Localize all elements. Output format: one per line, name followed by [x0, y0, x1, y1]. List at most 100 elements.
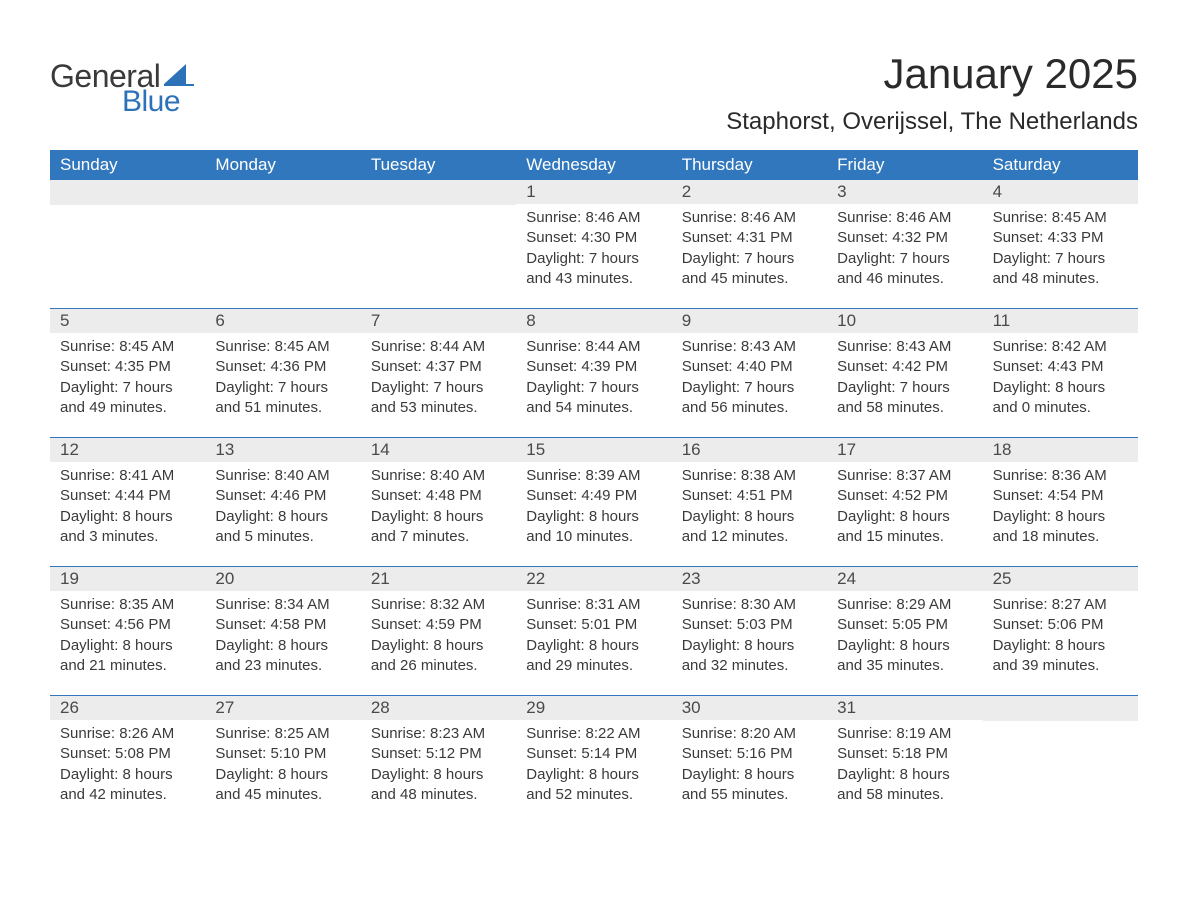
sunset-line: Sunset: 4:39 PM [526, 357, 661, 377]
day-number: 2 [672, 180, 827, 204]
sunset-line: Sunset: 5:14 PM [526, 744, 661, 764]
day-number: 6 [205, 309, 360, 333]
calendar-cell: 15 Sunrise: 8:39 AM Sunset: 4:49 PM Dayl… [516, 438, 671, 566]
month-title: January 2025 [726, 50, 1138, 98]
sunset-line: Sunset: 4:46 PM [215, 486, 350, 506]
calendar-cell: 14 Sunrise: 8:40 AM Sunset: 4:48 PM Dayl… [361, 438, 516, 566]
sunset-line: Sunset: 4:59 PM [371, 615, 506, 635]
sunrise-line: Sunrise: 8:39 AM [526, 466, 661, 486]
daylight-line: Daylight: 7 hours and 48 minutes. [993, 249, 1128, 290]
day-number: 25 [983, 567, 1138, 591]
sunset-line: Sunset: 5:06 PM [993, 615, 1128, 635]
day-number: 22 [516, 567, 671, 591]
calendar-cell: 16 Sunrise: 8:38 AM Sunset: 4:51 PM Dayl… [672, 438, 827, 566]
daylight-line: Daylight: 8 hours and 12 minutes. [682, 507, 817, 548]
day-number [361, 180, 516, 205]
daylight-line: Daylight: 8 hours and 48 minutes. [371, 765, 506, 806]
sunrise-line: Sunrise: 8:27 AM [993, 595, 1128, 615]
sunrise-line: Sunrise: 8:40 AM [215, 466, 350, 486]
sunrise-line: Sunrise: 8:43 AM [682, 337, 817, 357]
day-number: 28 [361, 696, 516, 720]
sunrise-line: Sunrise: 8:36 AM [993, 466, 1128, 486]
cell-body: Sunrise: 8:45 AM Sunset: 4:35 PM Dayligh… [50, 333, 205, 424]
sunset-line: Sunset: 4:51 PM [682, 486, 817, 506]
sunrise-line: Sunrise: 8:42 AM [993, 337, 1128, 357]
sunrise-line: Sunrise: 8:26 AM [60, 724, 195, 744]
sunrise-line: Sunrise: 8:41 AM [60, 466, 195, 486]
sunrise-line: Sunrise: 8:45 AM [215, 337, 350, 357]
location: Staphorst, Overijssel, The Netherlands [726, 108, 1138, 136]
calendar-cell: 27 Sunrise: 8:25 AM Sunset: 5:10 PM Dayl… [205, 696, 360, 824]
day-number: 30 [672, 696, 827, 720]
calendar: Sunday Monday Tuesday Wednesday Thursday… [50, 150, 1138, 824]
sunset-line: Sunset: 4:52 PM [837, 486, 972, 506]
calendar-cell: 29 Sunrise: 8:22 AM Sunset: 5:14 PM Dayl… [516, 696, 671, 824]
daylight-line: Daylight: 8 hours and 23 minutes. [215, 636, 350, 677]
sunrise-line: Sunrise: 8:45 AM [60, 337, 195, 357]
calendar-cell: 19 Sunrise: 8:35 AM Sunset: 4:56 PM Dayl… [50, 567, 205, 695]
daylight-line: Daylight: 7 hours and 45 minutes. [682, 249, 817, 290]
sunrise-line: Sunrise: 8:23 AM [371, 724, 506, 744]
sunrise-line: Sunrise: 8:40 AM [371, 466, 506, 486]
day-number: 4 [983, 180, 1138, 204]
sunset-line: Sunset: 4:44 PM [60, 486, 195, 506]
day-header: Monday [205, 150, 360, 180]
sunset-line: Sunset: 4:42 PM [837, 357, 972, 377]
day-number: 16 [672, 438, 827, 462]
daylight-line: Daylight: 7 hours and 49 minutes. [60, 378, 195, 419]
day-number: 13 [205, 438, 360, 462]
sunset-line: Sunset: 5:18 PM [837, 744, 972, 764]
calendar-cell: 7 Sunrise: 8:44 AM Sunset: 4:37 PM Dayli… [361, 309, 516, 437]
day-number: 5 [50, 309, 205, 333]
calendar-cell: 17 Sunrise: 8:37 AM Sunset: 4:52 PM Dayl… [827, 438, 982, 566]
cell-body: Sunrise: 8:34 AM Sunset: 4:58 PM Dayligh… [205, 591, 360, 682]
day-number: 10 [827, 309, 982, 333]
cell-body: Sunrise: 8:29 AM Sunset: 5:05 PM Dayligh… [827, 591, 982, 682]
cell-body: Sunrise: 8:42 AM Sunset: 4:43 PM Dayligh… [983, 333, 1138, 424]
day-number: 17 [827, 438, 982, 462]
daylight-line: Daylight: 8 hours and 52 minutes. [526, 765, 661, 806]
calendar-cell [361, 180, 516, 308]
cell-body: Sunrise: 8:43 AM Sunset: 4:40 PM Dayligh… [672, 333, 827, 424]
sunrise-line: Sunrise: 8:46 AM [682, 208, 817, 228]
sunrise-line: Sunrise: 8:35 AM [60, 595, 195, 615]
day-number: 12 [50, 438, 205, 462]
cell-body: Sunrise: 8:36 AM Sunset: 4:54 PM Dayligh… [983, 462, 1138, 553]
sunrise-line: Sunrise: 8:44 AM [526, 337, 661, 357]
sunset-line: Sunset: 4:49 PM [526, 486, 661, 506]
cell-body: Sunrise: 8:40 AM Sunset: 4:48 PM Dayligh… [361, 462, 516, 553]
day-number [983, 696, 1138, 721]
daylight-line: Daylight: 7 hours and 51 minutes. [215, 378, 350, 419]
sunrise-line: Sunrise: 8:43 AM [837, 337, 972, 357]
weeks-container: 1 Sunrise: 8:46 AM Sunset: 4:30 PM Dayli… [50, 180, 1138, 824]
daylight-line: Daylight: 8 hours and 55 minutes. [682, 765, 817, 806]
cell-body: Sunrise: 8:22 AM Sunset: 5:14 PM Dayligh… [516, 720, 671, 811]
sunrise-line: Sunrise: 8:20 AM [682, 724, 817, 744]
daylight-line: Daylight: 8 hours and 7 minutes. [371, 507, 506, 548]
sunset-line: Sunset: 5:16 PM [682, 744, 817, 764]
calendar-cell: 11 Sunrise: 8:42 AM Sunset: 4:43 PM Dayl… [983, 309, 1138, 437]
daylight-line: Daylight: 8 hours and 32 minutes. [682, 636, 817, 677]
cell-body: Sunrise: 8:43 AM Sunset: 4:42 PM Dayligh… [827, 333, 982, 424]
daylight-line: Daylight: 8 hours and 39 minutes. [993, 636, 1128, 677]
daylight-line: Daylight: 8 hours and 35 minutes. [837, 636, 972, 677]
day-number: 19 [50, 567, 205, 591]
calendar-cell: 4 Sunrise: 8:45 AM Sunset: 4:33 PM Dayli… [983, 180, 1138, 308]
daylight-line: Daylight: 8 hours and 3 minutes. [60, 507, 195, 548]
daylight-line: Daylight: 8 hours and 42 minutes. [60, 765, 195, 806]
sunset-line: Sunset: 4:36 PM [215, 357, 350, 377]
sunset-line: Sunset: 4:54 PM [993, 486, 1128, 506]
day-number: 15 [516, 438, 671, 462]
calendar-cell: 13 Sunrise: 8:40 AM Sunset: 4:46 PM Dayl… [205, 438, 360, 566]
day-number: 21 [361, 567, 516, 591]
day-number: 14 [361, 438, 516, 462]
sunset-line: Sunset: 4:30 PM [526, 228, 661, 248]
cell-body: Sunrise: 8:40 AM Sunset: 4:46 PM Dayligh… [205, 462, 360, 553]
week-row: 5 Sunrise: 8:45 AM Sunset: 4:35 PM Dayli… [50, 308, 1138, 437]
calendar-cell: 20 Sunrise: 8:34 AM Sunset: 4:58 PM Dayl… [205, 567, 360, 695]
sunset-line: Sunset: 5:03 PM [682, 615, 817, 635]
sunset-line: Sunset: 4:48 PM [371, 486, 506, 506]
week-row: 26 Sunrise: 8:26 AM Sunset: 5:08 PM Dayl… [50, 695, 1138, 824]
week-row: 19 Sunrise: 8:35 AM Sunset: 4:56 PM Dayl… [50, 566, 1138, 695]
sunset-line: Sunset: 4:32 PM [837, 228, 972, 248]
